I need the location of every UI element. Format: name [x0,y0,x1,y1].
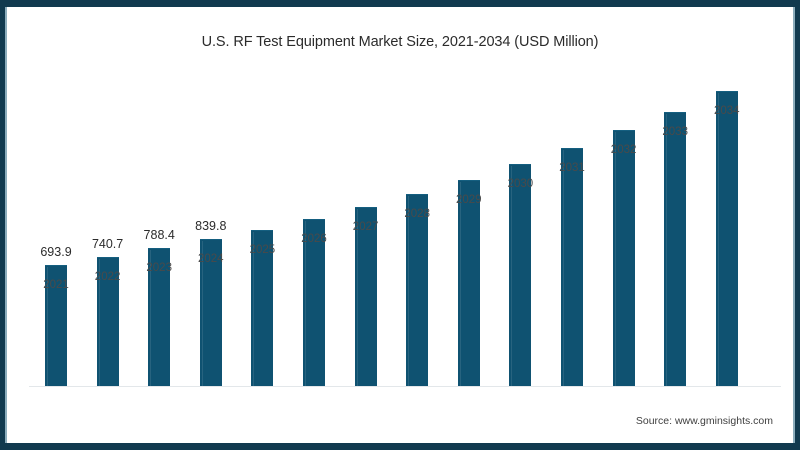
x-axis-tick-label: 2027 [352,220,379,233]
x-axis-tick-label: 2022 [94,270,121,283]
bar[interactable] [561,147,583,387]
x-axis-tick-label: 2034 [714,105,740,117]
bar-value-label: 839.8 [195,219,227,234]
x-axis-tick-label: 2026 [301,232,327,245]
x-axis-tick-label: 2024 [198,253,224,266]
x-axis-tick-label: 2033 [662,125,688,138]
bar[interactable] [664,111,687,387]
x-axis-tick-label: 2021 [43,278,69,291]
bar[interactable] [612,130,635,386]
frame-border-bottom [0,443,800,450]
bar[interactable] [45,264,67,387]
bar-group: 2031 [559,147,585,387]
bar-group: 2034 [714,91,740,386]
plot-area: 693.9 2021 740.7 2022 788.4 2023 839.8 2024 2025… [7,7,793,443]
x-axis-line [29,386,781,387]
x-axis-tick-label: 2032 [610,144,637,157]
bar-group: 2026 [301,218,327,387]
bar[interactable] [251,229,274,387]
bar-group: 740.7 2022 [92,237,123,387]
bar[interactable] [509,164,532,386]
bar-group: 2028 [404,193,430,387]
bar-value-label: 740.7 [91,236,124,251]
source-attribution: Source: www.gminsights.com [635,415,773,427]
x-axis-tick-label: 2030 [507,178,534,191]
bar[interactable] [199,239,222,386]
chart-title: U.S. RF Test Equipment Market Size, 2021… [201,34,599,50]
bar[interactable] [457,179,480,387]
bar-value-label: 693.9 [40,244,72,259]
chart-canvas: U.S. RF Test Equipment Market Size, 2021… [7,7,793,443]
bar-group: 2033 [662,111,688,387]
bar[interactable] [96,256,119,387]
frame-border-left [0,0,5,450]
bar-group: 839.8 2024 [195,219,226,386]
x-axis-tick-label: 2028 [404,207,430,220]
bar[interactable] [148,248,171,386]
bar[interactable] [303,218,325,387]
bar[interactable] [354,206,377,387]
frame-border-top [0,0,800,7]
bar[interactable] [715,91,738,386]
bar[interactable] [406,193,429,387]
x-axis-tick-label: 2023 [146,262,172,275]
bar-value-label: 788.4 [143,228,175,243]
bar-group: 2025 [250,229,275,387]
bar-group: 2027 [353,206,378,387]
x-axis-tick-label: 2029 [456,193,482,206]
x-axis-tick-label: 2031 [559,161,585,174]
bar-group: 2029 [456,179,482,387]
bar-group: 2030 [508,164,533,386]
frame-border-right [795,0,800,450]
frame-inner-accent-left [5,7,7,443]
bar-group: 693.9 2021 [40,245,72,387]
bar-group: 788.4 2023 [144,228,175,386]
frame-inner-accent-right [793,7,795,443]
bar-group: 2032 [611,130,636,386]
x-axis-tick-label: 2025 [249,243,276,256]
